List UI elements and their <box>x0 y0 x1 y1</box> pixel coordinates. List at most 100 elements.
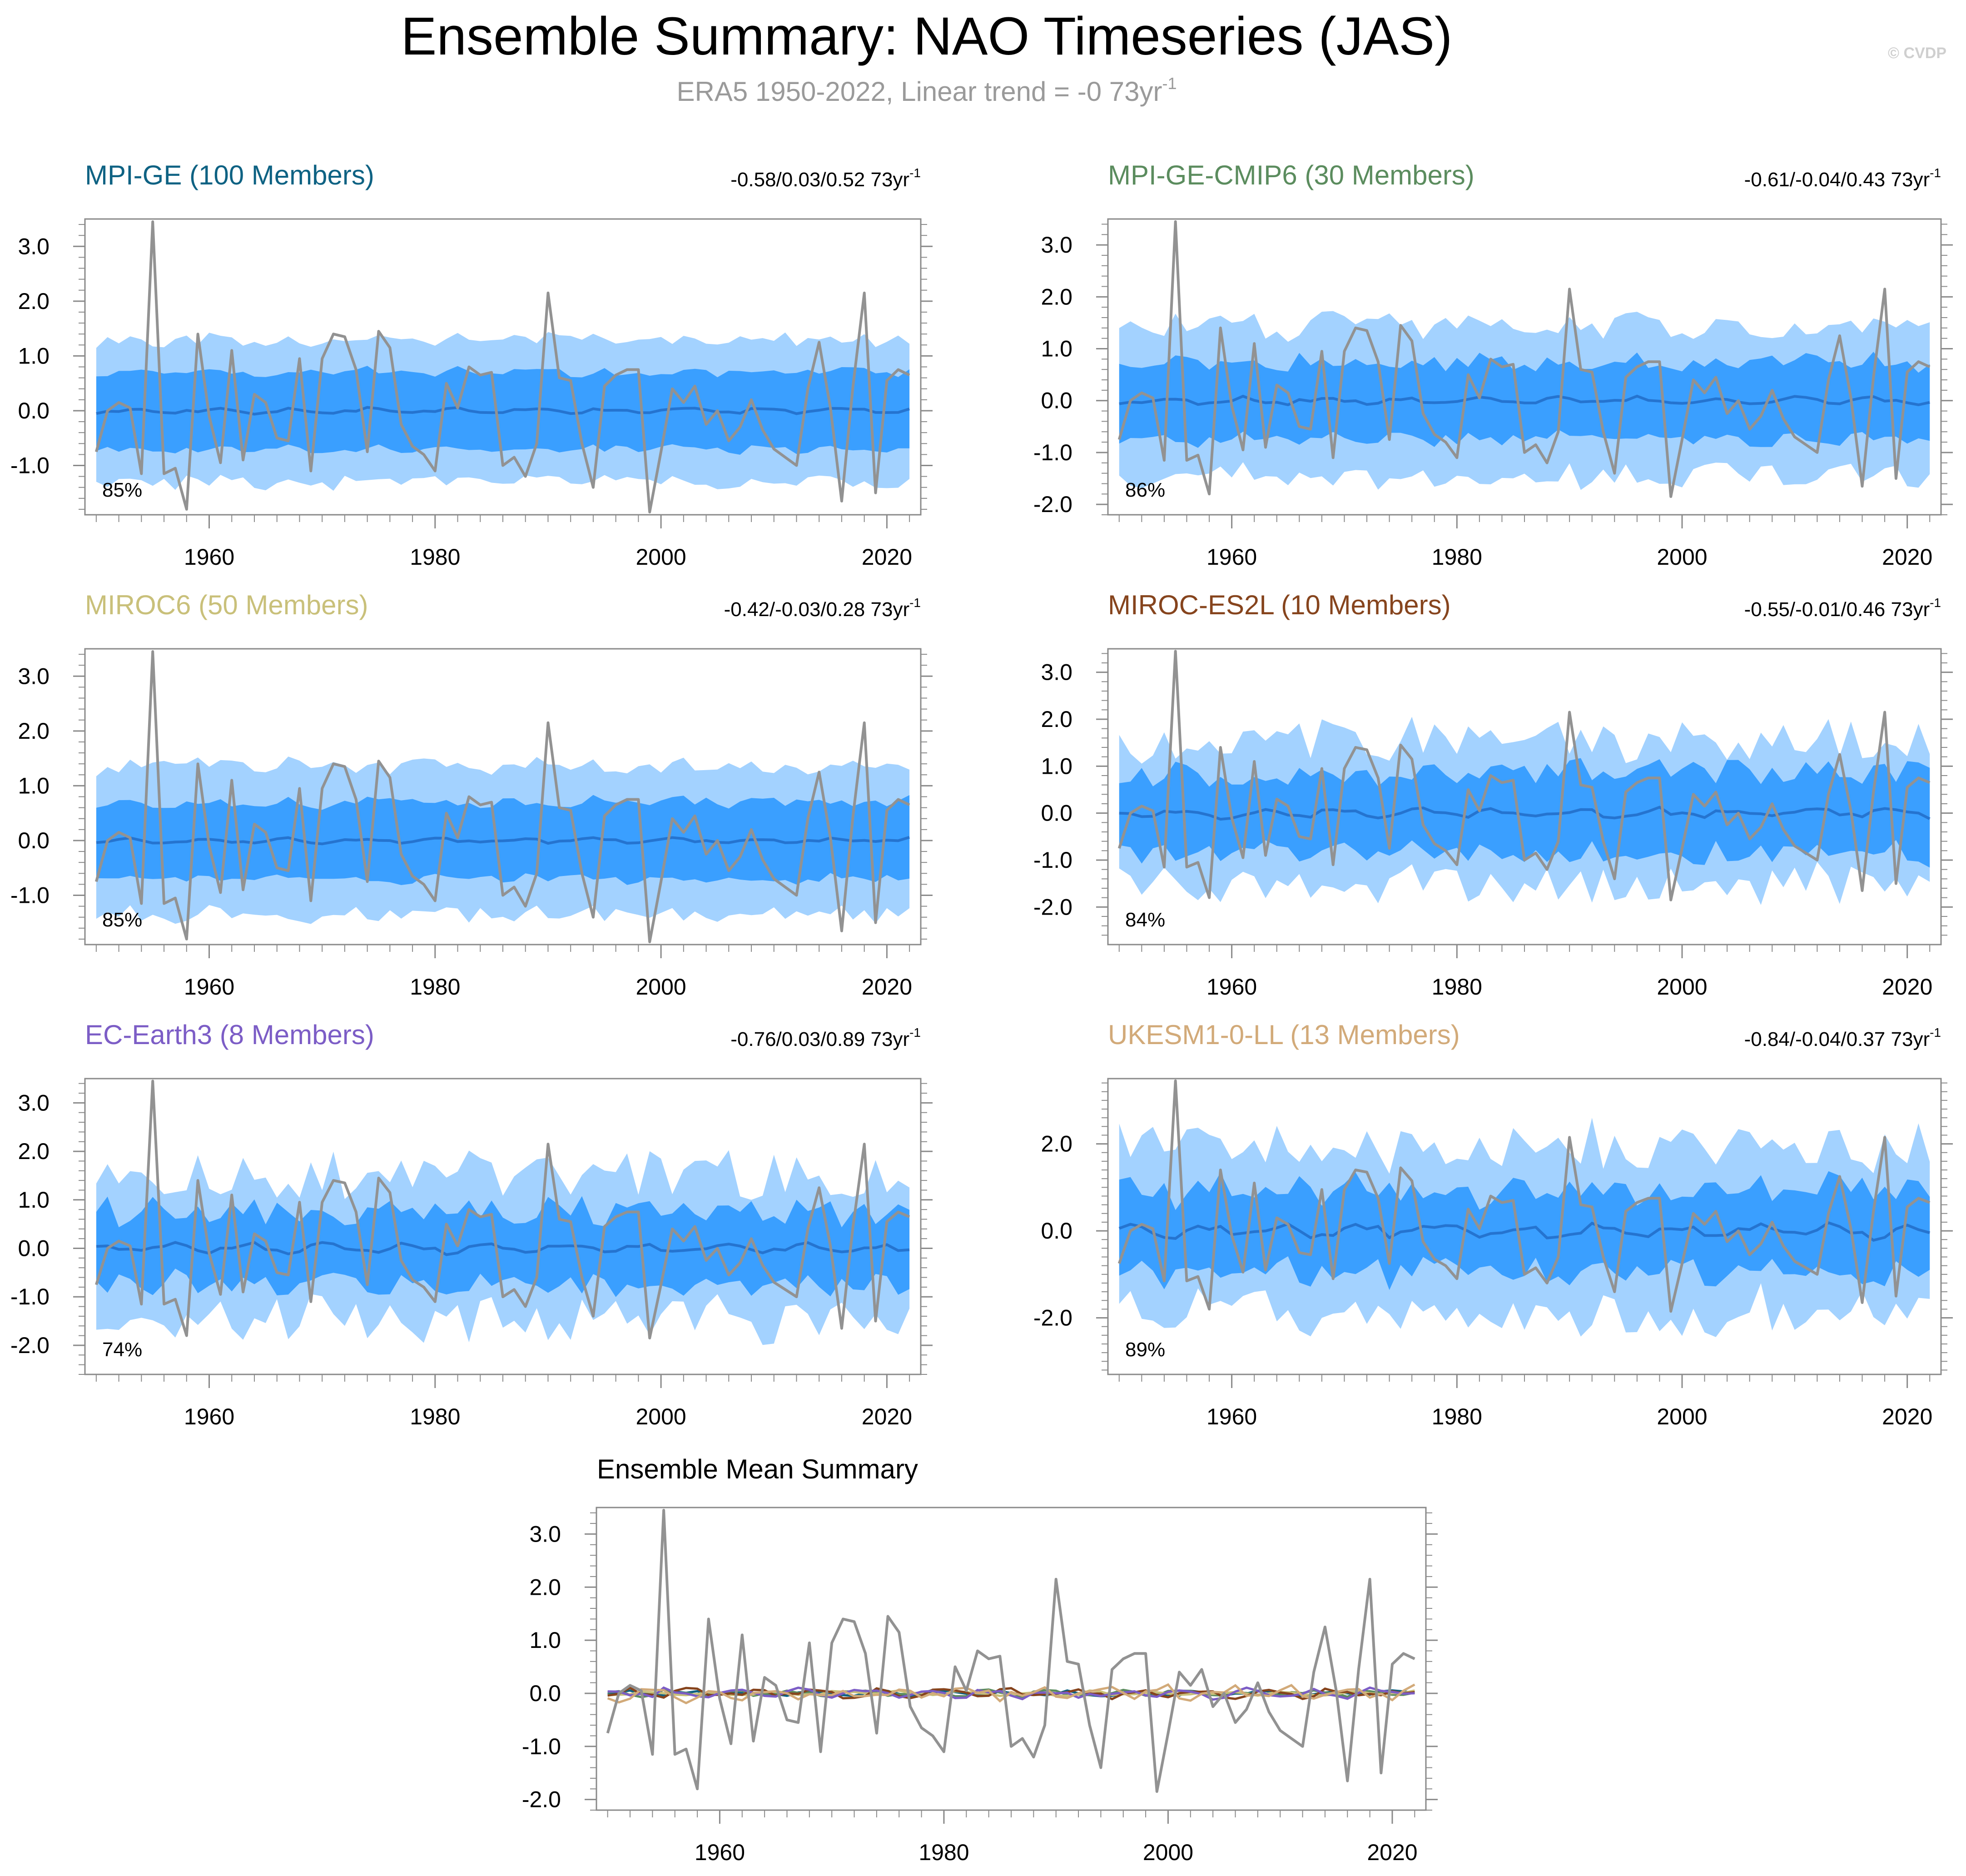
panel-title: MPI-GE-CMIP6 (30 Members) <box>1108 160 1474 190</box>
chart-panel-6: UKESM1-0-LL (13 Members) -0.84/-0.04/0.37… <box>1033 1020 1953 1429</box>
trend-superscript: -1 <box>909 596 921 610</box>
trend-text: -0.58/0.03/0.52 73yr <box>730 169 909 191</box>
model-mean-line-6 <box>607 1683 1415 1705</box>
plot-area <box>606 1508 1415 1793</box>
x-tick-label: 1960 <box>184 544 234 570</box>
y-tick-label: 1.0 <box>529 1627 561 1653</box>
trend-superscript: -1 <box>1930 596 1941 610</box>
x-tick-label: 2020 <box>1882 974 1932 1000</box>
y-tick-label: -1.0 <box>1033 847 1072 873</box>
trend-text: -0.61/-0.04/0.43 73yr <box>1744 169 1930 191</box>
y-tick-label: 1.0 <box>18 343 50 368</box>
observed-line <box>606 1508 1415 1793</box>
x-tick-label: 2000 <box>1143 1840 1193 1865</box>
trend-text: -0.84/-0.04/0.37 73yr <box>1744 1028 1930 1050</box>
percent-label: 89% <box>1125 1339 1165 1361</box>
trend-label: -0.84/-0.04/0.37 73yr-1 <box>1744 1025 1941 1050</box>
y-tick-label: 2.0 <box>18 1139 50 1164</box>
main-title: Ensemble Summary: NAO Timeseries (JAS) <box>401 6 1453 66</box>
ensemble-mean-line <box>1119 806 1931 821</box>
trend-text: -0.55/-0.01/0.46 73yr <box>1744 598 1930 621</box>
inner-spread-band <box>1119 1171 1930 1290</box>
trend-label: -0.55/-0.01/0.46 73yr-1 <box>1744 596 1941 621</box>
x-tick-label: 2020 <box>862 544 912 570</box>
y-tick-label: 3.0 <box>18 234 50 259</box>
y-tick-label: 0.0 <box>18 398 50 423</box>
panels-container: MPI-GE (100 Members) -0.58/0.03/0.52 73yr… <box>10 160 1953 1865</box>
y-tick-label: -1.0 <box>522 1734 561 1759</box>
inner-spread-band <box>1119 352 1930 448</box>
y-tick-label: 0.0 <box>18 828 50 853</box>
trend-superscript: -1 <box>1930 1025 1941 1040</box>
trend-superscript: -1 <box>1930 166 1941 180</box>
mean-summary-title: Ensemble Mean Summary <box>597 1454 918 1484</box>
observed-line <box>1117 220 1931 498</box>
subtitle-text: ERA5 1950-2022, Linear trend = -0 73yr <box>676 76 1162 107</box>
x-tick-label: 1960 <box>1206 544 1257 570</box>
ensemble-mean-line <box>96 1241 910 1256</box>
trend-label: -0.42/-0.03/0.28 73yr-1 <box>724 596 921 621</box>
x-tick-label: 2000 <box>635 544 686 570</box>
x-tick-label: 1960 <box>1206 1404 1257 1429</box>
y-tick-label: 0.0 <box>529 1681 561 1706</box>
y-tick-label: 1.0 <box>18 1187 50 1213</box>
trend-superscript: -1 <box>909 166 921 180</box>
y-tick-label: -2.0 <box>1033 894 1072 920</box>
y-tick-label: -1.0 <box>10 1284 50 1309</box>
plot-area <box>1117 1079 1931 1337</box>
y-tick-label: 1.0 <box>1041 753 1072 779</box>
y-tick-label: 0.0 <box>1041 1218 1072 1244</box>
x-tick-label: 1980 <box>410 544 460 570</box>
observed-line <box>1117 650 1931 901</box>
x-tick-label: 2000 <box>635 974 686 1000</box>
percent-label: 86% <box>1125 479 1165 501</box>
panel-title: MIROC6 (50 Members) <box>85 590 368 620</box>
trend-text: -0.42/-0.03/0.28 73yr <box>724 598 909 621</box>
x-tick-label: 2020 <box>1882 544 1932 570</box>
chart-panel-5: EC-Earth3 (8 Members) -0.76/0.03/0.89 73y… <box>10 1020 933 1429</box>
y-tick-label: 3.0 <box>1041 232 1072 258</box>
x-tick-label: 1960 <box>1206 974 1257 1000</box>
panel-title: MPI-GE (100 Members) <box>85 160 374 190</box>
panel-title: UKESM1-0-LL (13 Members) <box>1108 1020 1460 1050</box>
percent-label: 84% <box>1125 909 1165 931</box>
cvdp-credit: © CVDP <box>1888 45 1946 62</box>
y-tick-label: 3.0 <box>18 1090 50 1115</box>
y-tick-label: 0.0 <box>18 1236 50 1261</box>
y-tick-label: 0.0 <box>1041 388 1072 413</box>
plot-frame <box>596 1507 1427 1811</box>
x-tick-label: 1980 <box>918 1840 969 1865</box>
trend-label: -0.58/0.03/0.52 73yr-1 <box>730 166 921 191</box>
chart-panel-7: Ensemble Mean Summary -2.0 -1.0 0.0 1.0 2.0 3.… <box>522 1454 1438 1865</box>
plot-area <box>95 1080 910 1345</box>
ensemble-mean-line <box>1118 1221 1931 1242</box>
y-tick-label: 2.0 <box>529 1574 561 1600</box>
x-tick-label: 2020 <box>1367 1840 1417 1865</box>
x-tick-label: 1960 <box>184 1404 234 1429</box>
inner-spread-band <box>1119 758 1930 868</box>
percent-label: 85% <box>102 479 142 501</box>
y-tick-label: 1.0 <box>1041 336 1072 362</box>
x-tick-label: 1980 <box>1432 1404 1482 1429</box>
panel-title: EC-Earth3 (8 Members) <box>85 1020 374 1050</box>
plot-area <box>95 220 910 513</box>
percent-label: 85% <box>102 909 142 931</box>
x-tick-label: 2000 <box>1657 1404 1707 1429</box>
percent-label: 74% <box>102 1339 142 1361</box>
plot-area <box>95 650 910 943</box>
x-tick-label: 2000 <box>635 1404 686 1429</box>
trend-label: -0.61/-0.04/0.43 73yr-1 <box>1744 166 1941 191</box>
plot-area <box>1117 220 1931 498</box>
y-tick-label: 3.0 <box>529 1521 561 1547</box>
inner-spread-band <box>96 366 910 455</box>
observed-line <box>1117 1079 1931 1313</box>
y-tick-label: 3.0 <box>18 663 50 689</box>
y-tick-label: -2.0 <box>1033 1305 1072 1331</box>
observed-line <box>95 650 910 943</box>
observed-line <box>95 1080 910 1339</box>
x-tick-label: 2000 <box>1657 974 1707 1000</box>
trend-superscript: -1 <box>909 1025 921 1040</box>
x-tick-label: 2020 <box>1882 1404 1932 1429</box>
y-tick-label: 2.0 <box>18 718 50 744</box>
x-tick-label: 2000 <box>1657 544 1707 570</box>
